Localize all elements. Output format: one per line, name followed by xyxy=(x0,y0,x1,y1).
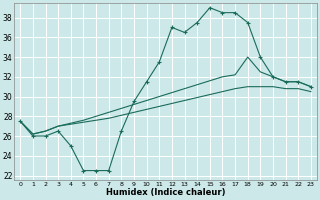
X-axis label: Humidex (Indice chaleur): Humidex (Indice chaleur) xyxy=(106,188,225,197)
